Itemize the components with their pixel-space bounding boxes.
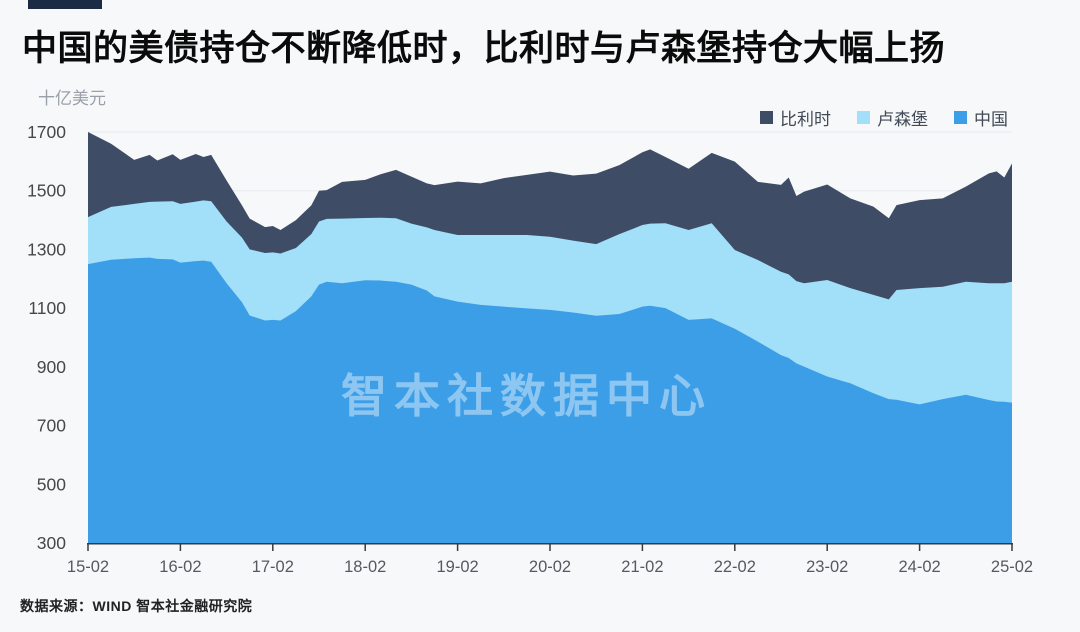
- x-tick-label: 24-02: [898, 558, 940, 576]
- page-title: 中国的美债持仓不断降低时，比利时与卢森堡持仓大幅上扬: [22, 29, 946, 68]
- y-tick-label: 1100: [28, 298, 66, 318]
- y-tick-label: 1700: [27, 122, 66, 142]
- x-tick-label: 20-02: [529, 558, 571, 576]
- legend-item-luxembourg[interactable]: 卢森堡: [857, 105, 928, 130]
- legend-label-luxembourg: 卢森堡: [877, 110, 928, 129]
- luxembourg-swatch-icon: [857, 111, 870, 124]
- y-tick-label: 1300: [27, 239, 66, 259]
- legend-label-belgium: 比利时: [780, 110, 831, 129]
- y-tick-label: 1500: [27, 181, 66, 201]
- x-tick-label: 19-02: [436, 558, 478, 576]
- y-axis-unit-label: 十亿美元: [38, 89, 106, 108]
- x-tick-label: 22-02: [714, 558, 756, 576]
- y-tick-label: 700: [37, 416, 66, 436]
- accent-bar: [28, 0, 102, 9]
- x-tick-label: 15-02: [67, 558, 109, 576]
- x-tick-label: 23-02: [806, 558, 848, 576]
- source-text: 数据来源：WIND 智本社金融研究院: [20, 598, 253, 614]
- legend-item-belgium[interactable]: 比利时: [760, 105, 831, 130]
- y-tick-label: 900: [37, 357, 66, 377]
- x-tick-label: 16-02: [159, 558, 201, 576]
- china-swatch-icon: [954, 111, 967, 124]
- legend-label-china: 中国: [974, 110, 1008, 129]
- belgium-swatch-icon: [760, 111, 773, 124]
- area-china: [88, 257, 1012, 543]
- legend: 比利时 卢森堡 中国: [760, 105, 1008, 130]
- x-tick-label: 21-02: [621, 558, 663, 576]
- y-tick-label: 500: [37, 474, 66, 494]
- x-tick-label: 25-02: [991, 558, 1033, 576]
- x-tick-label: 17-02: [252, 558, 294, 576]
- y-tick-label: 300: [37, 533, 66, 553]
- legend-item-china[interactable]: 中国: [954, 105, 1008, 130]
- x-tick-label: 18-02: [344, 558, 386, 576]
